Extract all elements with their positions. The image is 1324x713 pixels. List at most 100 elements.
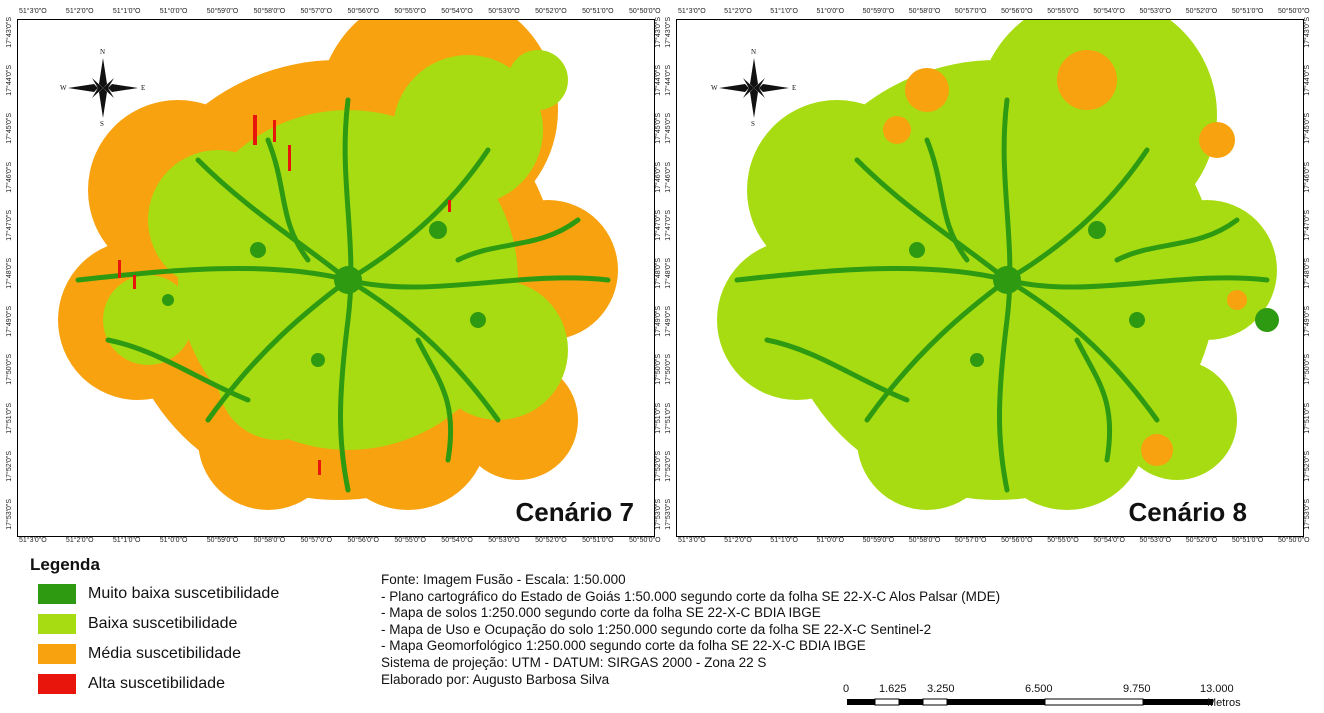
latitude-tick-label: 17°47'0"S (665, 209, 672, 241)
longitude-tick-label: 51°3'0"O (19, 537, 47, 544)
compass-n: N (100, 48, 106, 56)
latitude-tick-label: 17°43'0"S (6, 17, 13, 48)
longitude-tick-label: 50°50'0"O (629, 8, 661, 15)
longitude-tick-label: 50°59'0"O (206, 8, 239, 15)
longitude-tick-label: 50°53'0"O (1139, 537, 1172, 544)
compass-n: N (751, 48, 757, 56)
compass-w: W (711, 84, 718, 92)
latitude-tick-label: 17°46'0"S (1304, 161, 1311, 193)
latitude-tick-label: 17°45'0"S (1304, 113, 1311, 145)
longitude-tick-label: 50°54'0"O (1093, 8, 1125, 15)
latitude-tick-label: 17°48'0"S (1304, 258, 1311, 289)
longitude-tick-label: 50°58'0"O (253, 537, 286, 544)
latitude-tick-label: 17°49'0"S (6, 306, 13, 337)
longitude-tick-label: 50°57'0"O (300, 537, 333, 544)
map-area-dark-green (75, 97, 611, 493)
longitude-tick-label: 50°57'0"O (300, 8, 333, 15)
legend-item-alta: Alta suscetibilidade (30, 669, 279, 699)
compass-rose-icon (719, 58, 789, 118)
latitude-tick-label: 17°48'0"S (655, 258, 662, 289)
longitude-tick-label: 50°56'0"O (1001, 8, 1033, 15)
longitude-tick-label: 50°53'0"O (488, 8, 520, 15)
legend-swatch (38, 674, 76, 694)
longitude-tick-label: 50°57'0"O (954, 537, 987, 544)
legend-swatch (38, 644, 76, 664)
longitude-tick-label: 50°59'0"O (862, 537, 895, 544)
longitude-tick-label: 50°53'0"O (1139, 8, 1172, 15)
longitude-tick-label: 50°51'0"O (1231, 537, 1264, 544)
longitude-tick-label: 50°54'0"O (441, 8, 473, 15)
compass-s: S (751, 120, 755, 128)
latitude-tick-label: 17°52'0"S (665, 450, 672, 482)
latitude-tick-label: 17°53'0"S (1304, 499, 1311, 530)
longitude-tick-label: 50°55'0"O (394, 537, 426, 544)
latitude-tick-label: 17°51'0"S (665, 402, 672, 434)
compass-e: E (141, 84, 146, 92)
scale-label-2: 3.250 (927, 683, 955, 695)
longitude-tick-label: 51°2'0"O (724, 8, 752, 15)
longitude-tick-label: 51°3'0"O (19, 8, 47, 15)
source-line: - Mapa de Uso e Ocupação do solo 1:250.0… (381, 621, 932, 637)
source-line: - Mapa de solos 1:250.000 segundo corte … (381, 605, 821, 621)
longitude-tick-label: 50°54'0"O (441, 537, 473, 544)
latitude-tick-label: 17°46'0"S (665, 161, 672, 193)
latitude-tick-label: 17°51'0"S (6, 402, 13, 434)
longitude-tick-label: 51°0'0"O (159, 8, 188, 15)
longitude-tick-label: 51°1'0"O (770, 8, 798, 15)
legend-title: Legenda (30, 555, 100, 574)
scale-label-1: 1.625 (879, 683, 907, 695)
longitude-tick-label: 50°52'0"O (535, 537, 567, 544)
source-line: - Plano cartográfico do Estado de Goiás … (381, 588, 1001, 604)
longitude-tick-label: 51°3'0"O (678, 8, 706, 15)
latitude-tick-label: 17°51'0"S (655, 402, 662, 434)
map-area-red-high (118, 115, 451, 475)
longitude-tick-label: 50°50'0"O (1278, 8, 1310, 15)
scale-label-3: 6.500 (1025, 683, 1053, 695)
map-area-orange-medium (883, 50, 1247, 466)
scale-label-4: 9.750 (1123, 683, 1151, 695)
longitude-tick-label: 50°55'0"O (1047, 8, 1079, 15)
longitude-tick-label: 50°51'0"O (582, 8, 614, 15)
latitude-tick-label: 17°50'0"S (655, 354, 662, 386)
latitude-tick-label: 17°53'0"S (655, 499, 662, 530)
legend-item-baixa: Baixa suscetibilidade (30, 609, 279, 639)
latitude-tick-label: 17°50'0"S (665, 354, 672, 386)
latitude-tick-label: 17°48'0"S (6, 258, 13, 289)
compass-s: S (100, 120, 104, 128)
source-line: Fonte: Imagem Fusão - Escala: 1:50.000 (381, 572, 626, 587)
scale-label-0: 0 (843, 683, 850, 695)
source-line: - Mapa Geomorfológico 1:250.000 segundo … (381, 638, 866, 654)
latitude-tick-label: 17°48'0"S (665, 258, 672, 289)
scenario-label-7: Cenário 7 (515, 497, 635, 527)
latitude-tick-label: 17°47'0"S (6, 209, 13, 241)
susceptibility-map-7 (58, 20, 618, 510)
longitude-tick-label: 50°50'0"O (629, 537, 661, 544)
legend-item-muito-baixa: Muito baixa suscetibilidade (30, 579, 279, 609)
longitude-tick-label: 50°52'0"O (1185, 537, 1218, 544)
longitude-tick-label: 50°59'0"O (862, 8, 895, 15)
susceptibility-map-8 (717, 20, 1279, 510)
latitude-tick-label: 17°51'0"S (1304, 402, 1311, 434)
latitude-tick-label: 17°53'0"S (665, 499, 672, 530)
longitude-tick-label: 51°2'0"O (65, 537, 94, 544)
scenario-label-8: Cenário 8 (1128, 497, 1248, 527)
north-arrow: N S W E (709, 48, 809, 128)
longitude-tick-label: 51°0'0"O (816, 537, 845, 544)
latitude-tick-label: 17°44'0"S (6, 65, 13, 96)
compass-e: E (792, 84, 797, 92)
longitude-tick-label: 51°3'0"O (678, 537, 706, 544)
map-area-dark-green-patches (909, 221, 1279, 367)
latitude-tick-label: 17°50'0"S (1304, 354, 1311, 386)
latitude-tick-label: 17°45'0"S (6, 113, 13, 145)
latitude-tick-label: 17°44'0"S (655, 65, 662, 96)
longitude-tick-label: 50°52'0"O (535, 8, 567, 15)
map-cenario-7: N S W E Cenário 7 (17, 19, 655, 537)
longitude-tick-label: 51°1'0"O (770, 537, 798, 544)
longitude-tick-label: 50°54'0"O (1093, 537, 1125, 544)
longitude-tick-label: 50°56'0"O (1001, 537, 1033, 544)
legend-item-media: Média suscetibilidade (30, 639, 279, 669)
latitude-tick-label: 17°53'0"S (6, 499, 13, 530)
latitude-tick-label: 17°49'0"S (1304, 306, 1311, 337)
longitude-tick-label: 50°59'0"O (206, 537, 239, 544)
longitude-tick-label: 51°0'0"O (159, 537, 188, 544)
